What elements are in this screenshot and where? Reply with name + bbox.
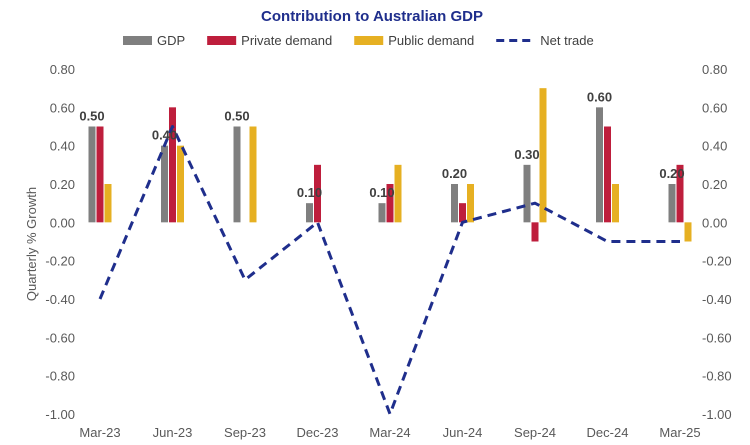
legend-swatch-private-demand xyxy=(207,36,237,45)
gdp-data-label: 0.10 xyxy=(297,185,322,200)
gdp-bar xyxy=(161,145,168,223)
private-demand-bar xyxy=(604,126,611,223)
public-demand-bar xyxy=(177,145,184,223)
chart-title: Contribution to Australian GDP xyxy=(261,8,483,25)
y-tick-label-right: 0.80 xyxy=(702,62,727,77)
y-tick-label-right: -1.00 xyxy=(702,407,732,422)
y-axis-left: 0.80 0.60 0.40 0.20 0.00 -0.20 -0.40 -0.60 -0.80… xyxy=(45,62,75,422)
public-demand-bar xyxy=(104,184,112,223)
public-demand-bar xyxy=(684,222,692,242)
legend-label-net-trade: Net trade xyxy=(540,33,593,48)
gdp-bar xyxy=(451,184,458,223)
x-tick-label: Sep-23 xyxy=(224,425,266,440)
y-tick-label-left: -0.60 xyxy=(45,330,75,345)
public-demand-bar xyxy=(249,126,257,223)
legend-label-private-demand: Private demand xyxy=(241,33,332,48)
y-tick-label-left: 0.80 xyxy=(50,62,75,77)
gdp-bar xyxy=(233,126,241,223)
gdp-data-label: 0.10 xyxy=(369,185,394,200)
x-tick-label: Dec-23 xyxy=(297,425,339,440)
y-tick-label-left: 0.40 xyxy=(50,139,75,154)
x-tick-label: Jun-24 xyxy=(443,425,483,440)
net-trade-line xyxy=(98,125,680,416)
gdp-bar xyxy=(378,203,386,223)
y-tick-label-right: 0.60 xyxy=(702,100,727,115)
private-demand-bar xyxy=(169,107,176,223)
public-demand-bar xyxy=(394,164,402,223)
legend-label-public-demand: Public demand xyxy=(388,33,474,48)
gdp-data-label: 0.20 xyxy=(442,166,467,181)
private-demand-bar xyxy=(459,203,466,223)
gdp-bar xyxy=(596,107,603,223)
y-tick-label-right: -0.40 xyxy=(702,292,732,307)
public-demand-bar xyxy=(539,88,547,223)
gdp-data-label: 0.60 xyxy=(587,89,612,104)
y-tick-label-left: -0.20 xyxy=(45,254,75,269)
y-tick-label-right: 0.20 xyxy=(702,177,727,192)
legend-swatch-gdp xyxy=(123,36,152,45)
y-tick-label-right: -0.80 xyxy=(702,369,732,384)
data-labels: 0.50 0.40 0.50 0.10 0.10 0.20 0.30 0.60 0.20 xyxy=(79,89,684,200)
legend-label-gdp: GDP xyxy=(157,33,185,48)
y-tick-label-right: -0.20 xyxy=(702,254,732,269)
net-trade-line-layer xyxy=(98,125,680,416)
gdp-data-label: 0.50 xyxy=(79,109,104,124)
public-demand-bar xyxy=(467,184,474,223)
y-tick-label-left: 0.20 xyxy=(50,177,75,192)
public-demand-bar xyxy=(612,184,619,223)
private-demand-bar xyxy=(676,164,684,223)
y-axis-right: 0.80 0.60 0.40 0.20 0.00 -0.20 -0.40 -0.60 -0.80… xyxy=(702,62,732,422)
y-tick-label-right: 0.00 xyxy=(702,215,727,230)
private-demand-bar xyxy=(386,184,394,223)
gdp-bar xyxy=(88,126,96,223)
gdp-data-label: 0.50 xyxy=(224,109,249,124)
gdp-data-label: 0.20 xyxy=(659,166,684,181)
bars xyxy=(88,88,692,242)
private-demand-bar xyxy=(531,222,539,242)
y-tick-label-left: -0.80 xyxy=(45,369,75,384)
y-tick-label-left: -0.40 xyxy=(45,292,75,307)
y-tick-label-left: 0.60 xyxy=(50,100,75,115)
x-tick-label: Jun-23 xyxy=(153,425,193,440)
private-demand-bar xyxy=(314,164,321,223)
x-tick-label: Dec-24 xyxy=(587,425,629,440)
x-tick-label: Sep-24 xyxy=(514,425,556,440)
y-axis-title: Quarterly % Growth xyxy=(24,187,39,301)
gdp-bar xyxy=(668,184,676,223)
private-demand-bar xyxy=(96,126,104,223)
x-axis: Mar-23 Jun-23 Sep-23 Dec-23 Mar-24 Jun-24 Sep-… xyxy=(79,425,700,440)
x-tick-label: Mar-23 xyxy=(79,425,120,440)
gdp-data-label: 0.40 xyxy=(152,128,177,143)
gdp-bar xyxy=(306,203,313,223)
y-tick-label-left: 0.00 xyxy=(50,215,75,230)
legend-swatch-public-demand xyxy=(354,36,384,45)
y-tick-label-right: -0.60 xyxy=(702,330,732,345)
gdp-data-label: 0.30 xyxy=(514,147,539,162)
gdp-bar xyxy=(523,164,531,223)
x-tick-label: Mar-25 xyxy=(659,425,700,440)
x-tick-label: Mar-24 xyxy=(369,425,410,440)
legend: GDP Private demand Public demand Net trade xyxy=(123,33,594,48)
y-tick-label-left: -1.00 xyxy=(45,407,75,422)
y-tick-label-right: 0.40 xyxy=(702,139,727,154)
